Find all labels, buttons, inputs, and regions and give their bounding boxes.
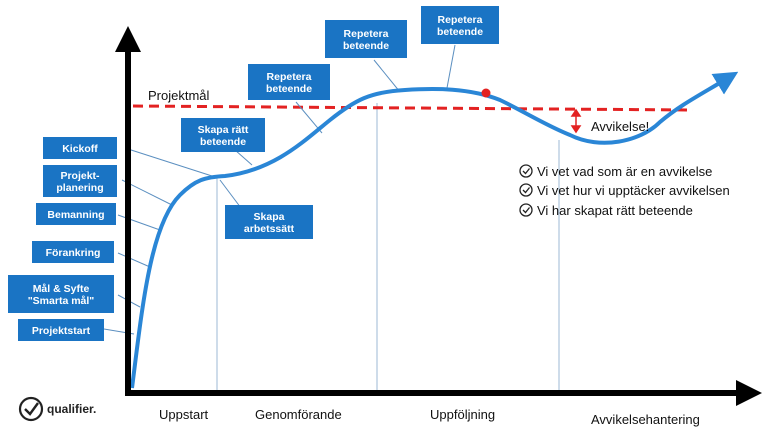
check-circle-icon	[519, 203, 533, 217]
label-box-bg	[181, 118, 265, 152]
label-box-text: beteende	[343, 40, 389, 52]
leader-kickoff	[127, 148, 213, 177]
checklist-item: Vi har skapat rätt beteende	[519, 203, 693, 218]
label-box-forankring: Förankring	[32, 241, 114, 263]
label-box-text: beteende	[200, 136, 246, 148]
check-circle-icon	[18, 396, 44, 422]
checklist-text: Vi vet vad som är en avvikelse	[537, 164, 712, 179]
label-box-projektstart: Projektstart	[18, 319, 104, 341]
leader-skapa-ratt-beteende	[234, 149, 253, 166]
check-mark-icon	[522, 207, 531, 214]
label-box-text: Skapa rätt	[198, 124, 249, 136]
checklist-item: Vi vet hur vi upptäcker avvikelsen	[519, 183, 730, 198]
goal-line	[132, 104, 694, 112]
logo-text: qualifier.	[47, 402, 96, 416]
phase-uppstart: Uppstart	[159, 407, 209, 422]
goal-label: Projektmål	[148, 88, 210, 103]
label-box-mal-syfte: Mål & Syfte"Smarta mål"	[8, 275, 114, 313]
label-box-bg	[8, 275, 114, 313]
checklist-item: Vi vet vad som är en avvikelse	[519, 164, 712, 179]
label-box-bg	[421, 6, 499, 44]
check-mark-icon	[522, 168, 531, 175]
label-box-text: beteende	[266, 83, 312, 95]
deviation-point	[481, 88, 491, 98]
label-box-text: Repetera	[438, 14, 483, 26]
checklist-text: Vi har skapat rätt beteende	[537, 203, 693, 218]
label-box-kickoff: Kickoff	[43, 137, 117, 159]
deviation-marker	[570, 108, 582, 134]
label-box-bg	[36, 203, 116, 225]
checklist-text: Vi vet hur vi upptäcker avvikelsen	[537, 183, 730, 198]
label-box-bg	[18, 319, 104, 341]
label-box-text: Bemanning	[47, 209, 104, 221]
label-box-text: "Smarta mål"	[28, 295, 95, 307]
label-box-bg	[248, 64, 330, 100]
label-box-bg	[32, 241, 114, 263]
label-box-text: planering	[56, 182, 103, 194]
logo: qualifier.	[18, 396, 96, 422]
check-circle-icon	[519, 183, 533, 197]
phase-dividers	[216, 103, 560, 393]
leader-forankring	[117, 252, 151, 268]
phase-uppfoljning: Uppföljning	[430, 407, 495, 422]
y-axis-arrow	[115, 26, 141, 52]
label-box-bg	[43, 137, 117, 159]
label-box-text: beteende	[437, 26, 483, 38]
label-box-bg	[43, 165, 117, 197]
check-circle-icon	[519, 164, 533, 178]
label-box-text: Repetera	[344, 28, 389, 40]
label-box-text: Kickoff	[62, 143, 98, 155]
checklist: Vi vet vad som är en avvikelse Vi vet hu…	[519, 164, 730, 218]
label-box-bemanning: Bemanning	[36, 203, 116, 225]
x-axis-arrow	[736, 380, 762, 406]
phase-genomforande: Genomförande	[255, 407, 342, 422]
label-box-text: Repetera	[267, 71, 312, 83]
label-box-text: Förankring	[46, 247, 101, 259]
label-box-bg	[325, 20, 407, 58]
logo-check-icon	[24, 402, 39, 416]
leader-repetera-3	[446, 44, 456, 89]
label-box-text: Projektstart	[32, 325, 91, 337]
label-box-text: Skapa	[254, 211, 285, 223]
leader-bemanning	[117, 214, 161, 231]
phase-avvikelsehantering: Avvikelsehantering	[591, 412, 700, 427]
label-box-projektplanering: Projekt-planering	[43, 165, 117, 197]
label-box-text: Projekt-	[60, 170, 100, 182]
check-mark-icon	[522, 187, 531, 194]
change-curve	[130, 71, 739, 389]
label-box-text: Mål & Syfte	[33, 283, 90, 295]
deviation-label: Avvikelse!	[591, 119, 649, 134]
label-box-bg	[225, 205, 313, 239]
axes	[115, 26, 762, 406]
phase-labels: Uppstart Genomförande Uppföljning Avvike…	[159, 407, 700, 427]
leader-repetera-2	[373, 59, 401, 93]
boxes: Kickoff Projekt-planering Bemanning Förankr…	[8, 6, 499, 341]
label-box-text: arbetssätt	[244, 223, 295, 235]
